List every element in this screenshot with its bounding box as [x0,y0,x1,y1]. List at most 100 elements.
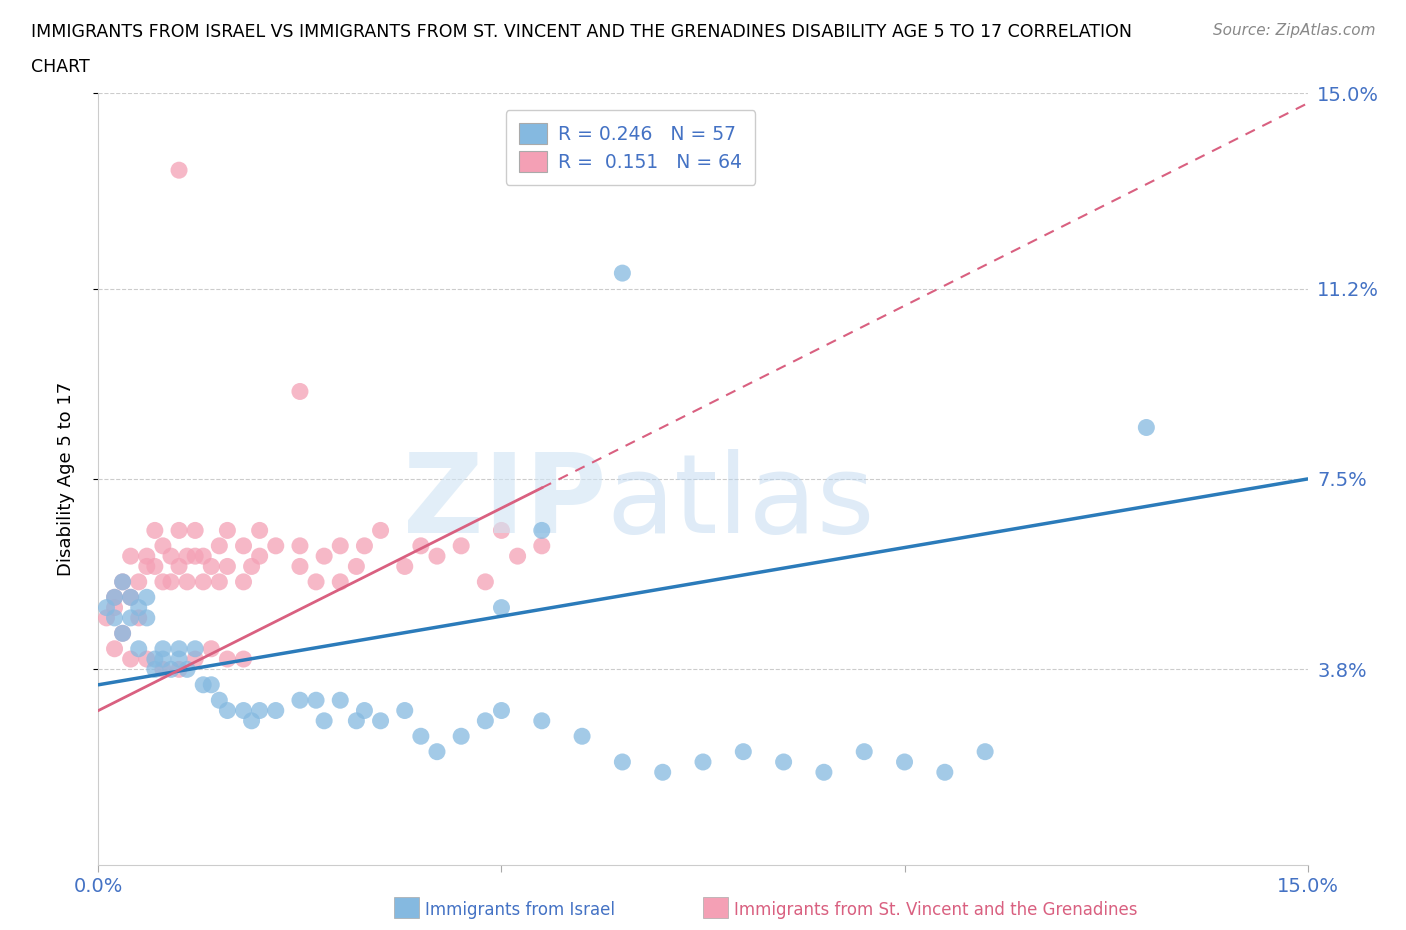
Point [232,575,254,590]
Point [111,575,134,590]
Text: CHART: CHART [31,58,90,75]
Point [120,590,142,604]
Point [143,523,166,538]
Point [167,662,190,677]
Point [103,590,125,604]
Point [152,652,174,667]
Point [217,703,239,718]
Point [143,662,166,677]
Point [111,575,134,590]
Point [329,538,352,553]
Point [329,693,352,708]
Point [232,538,254,553]
Point [314,713,336,728]
Point [370,523,392,538]
Point [184,549,207,564]
Point [135,549,157,564]
Point [353,703,375,718]
Point [96,600,118,615]
Point [217,559,239,574]
Point [264,538,287,553]
Point [772,754,794,769]
Point [733,744,755,759]
Point [409,538,432,553]
Point [612,754,634,769]
Point [249,703,271,718]
Y-axis label: Disability Age 5 to 17: Disability Age 5 to 17 [56,382,75,576]
Point [264,703,287,718]
Point [135,559,157,574]
Point [353,538,375,553]
Point [208,575,231,590]
Text: atlas: atlas [606,448,875,555]
Point [571,729,593,744]
Point [120,590,142,604]
Point [193,677,215,692]
Point [135,652,157,667]
Point [249,549,271,564]
Point [120,549,142,564]
Point [426,744,449,759]
Point [288,538,311,553]
Point [474,575,496,590]
Point [103,642,125,657]
Point [288,693,311,708]
Point [974,744,997,759]
Point [344,559,367,574]
Point [474,713,496,728]
Point [103,610,125,625]
Point [176,549,198,564]
Point [288,384,311,399]
Point [152,575,174,590]
Text: Immigrants from Israel: Immigrants from Israel [425,900,614,919]
Point [692,754,714,769]
Point [200,677,222,692]
Point [103,590,125,604]
Point [160,575,183,590]
Point [426,549,449,564]
Point [217,652,239,667]
Point [370,713,392,728]
Point [120,610,142,625]
Legend: R = 0.246   N = 57, R =  0.151   N = 64: R = 0.246 N = 57, R = 0.151 N = 64 [506,110,755,185]
Point [167,559,190,574]
Point [120,652,142,667]
Point [128,610,150,625]
Point [128,575,150,590]
Point [152,642,174,657]
Point [143,559,166,574]
Point [491,703,513,718]
Point [450,729,472,744]
Point [217,523,239,538]
Point [208,538,231,553]
Point [1135,420,1157,435]
Point [288,559,311,574]
Point [394,559,416,574]
Point [232,703,254,718]
Point [200,642,222,657]
Point [344,713,367,728]
Text: IMMIGRANTS FROM ISRAEL VS IMMIGRANTS FROM ST. VINCENT AND THE GRENADINES DISABIL: IMMIGRANTS FROM ISRAEL VS IMMIGRANTS FRO… [31,23,1132,41]
Point [853,744,876,759]
Point [135,590,157,604]
Point [135,610,157,625]
Point [128,600,150,615]
Text: Source: ZipAtlas.com: Source: ZipAtlas.com [1212,23,1375,38]
Point [160,662,183,677]
Point [612,266,634,281]
Point [240,713,263,728]
Point [167,523,190,538]
Point [176,662,198,677]
Point [249,523,271,538]
Point [200,559,222,574]
Point [409,729,432,744]
Point [184,652,207,667]
Point [103,600,125,615]
Text: Immigrants from St. Vincent and the Grenadines: Immigrants from St. Vincent and the Gren… [734,900,1137,919]
Point [167,163,190,178]
Point [128,642,150,657]
Point [530,523,553,538]
Point [934,764,956,779]
Point [305,575,328,590]
Point [152,662,174,677]
